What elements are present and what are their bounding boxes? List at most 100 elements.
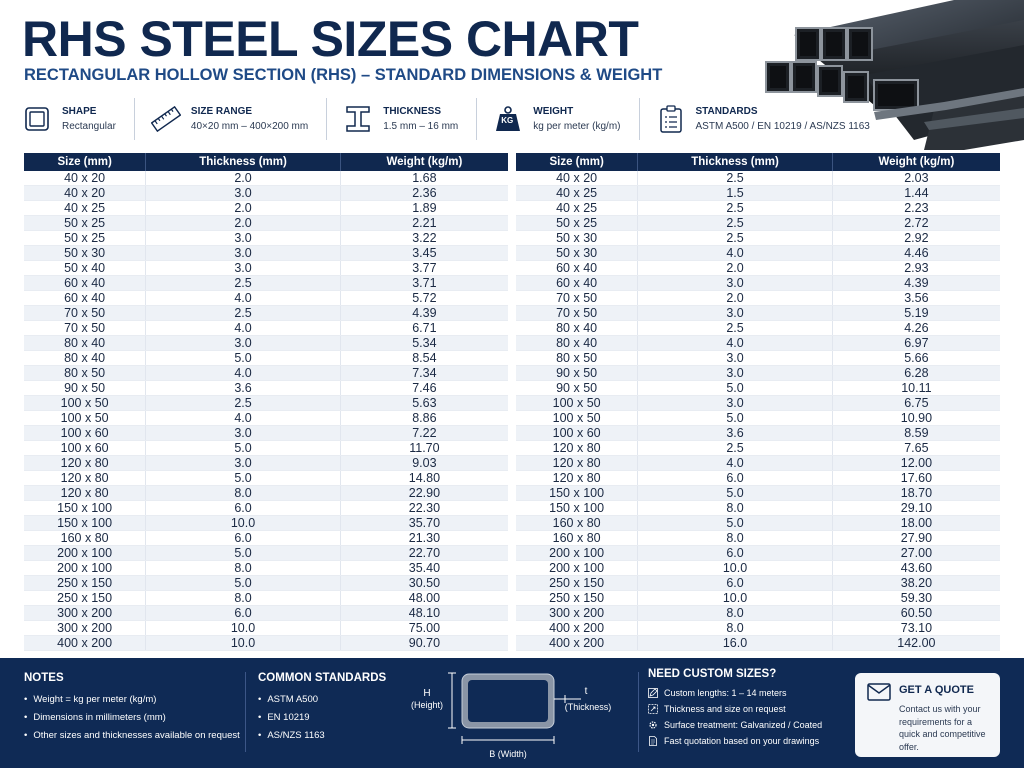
note-item: Other sizes and thicknesses available on…: [24, 730, 239, 741]
column-header-size: Size (mm): [516, 153, 639, 171]
custom-title: NEED CUSTOM SIZES?: [648, 668, 777, 680]
cell-weight: 5.72: [340, 290, 508, 307]
cell-size: 150 x 100: [516, 485, 639, 502]
cell-size: 120 x 80: [516, 440, 639, 457]
cell-size: 100 x 60: [516, 425, 639, 442]
cell-thickness: 2.0: [637, 260, 833, 277]
table-row: 250 x 150 10.0 59.30: [516, 590, 1000, 607]
cell-size: 100 x 50: [24, 410, 147, 427]
custom-item: Custom lengths: 1 – 14 meters: [648, 688, 848, 698]
cell-thickness: 4.0: [637, 335, 833, 352]
cell-size: 90 x 50: [516, 365, 639, 382]
diagram-h-sub: (Height): [411, 700, 443, 710]
table-row: 100 x 60 3.0 7.22: [24, 425, 508, 442]
cell-weight: 3.45: [340, 245, 508, 262]
cell-weight: 75.00: [340, 620, 508, 637]
cell-thickness: 5.0: [145, 545, 341, 562]
cell-thickness: 2.0: [145, 215, 341, 232]
common-standards-section: COMMON STANDARDS ASTM A500 EN 10219 AS/N…: [258, 672, 398, 748]
cell-weight: 60.50: [832, 605, 1000, 622]
cell-thickness: 8.0: [637, 605, 833, 622]
table-row: 50 x 30 2.5 2.92: [516, 230, 1000, 247]
cell-size: 70 x 50: [516, 305, 639, 322]
table-row: 400 x 200 8.0 73.10: [516, 620, 1000, 637]
custom-item-text: Custom lengths: 1 – 14 meters: [664, 688, 787, 698]
column-header-size: Size (mm): [24, 153, 147, 171]
cell-weight: 22.30: [340, 500, 508, 517]
table-row: 250 x 150 5.0 30.50: [24, 575, 508, 592]
cell-size: 150 x 100: [516, 500, 639, 517]
cell-weight: 9.03: [340, 455, 508, 472]
cell-weight: 6.97: [832, 335, 1000, 352]
cell-thickness: 2.5: [637, 320, 833, 337]
cell-size: 50 x 30: [24, 245, 147, 262]
cell-thickness: 5.0: [637, 410, 833, 427]
cell-thickness: 6.0: [637, 575, 833, 592]
cell-size: 150 x 100: [24, 500, 147, 517]
cell-thickness: 3.6: [145, 380, 341, 397]
table-row: 90 x 50 5.0 10.11: [516, 380, 1000, 397]
table-row: 40 x 20 2.0 1.68: [24, 171, 508, 187]
cell-weight: 3.22: [340, 230, 508, 247]
table-row: 150 x 100 6.0 22.30: [24, 500, 508, 517]
cell-size: 400 x 200: [516, 635, 639, 652]
cell-weight: 6.71: [340, 320, 508, 337]
cell-thickness: 4.0: [637, 455, 833, 472]
cell-thickness: 3.0: [637, 350, 833, 367]
page-title: RHS STEEL SIZES CHART: [22, 11, 639, 67]
table-row: 70 x 50 4.0 6.71: [24, 320, 508, 337]
cell-weight: 6.28: [832, 365, 1000, 382]
cell-thickness: 5.0: [637, 515, 833, 532]
info-standards-value: ASTM A500 / EN 10219 / AS/NZS 1163: [695, 121, 870, 132]
cell-thickness: 10.0: [637, 590, 833, 607]
document-icon: [648, 736, 658, 746]
table-row: 400 x 200 10.0 90.70: [24, 635, 508, 652]
table-row: 120 x 80 8.0 22.90: [24, 485, 508, 502]
cell-size: 250 x 150: [24, 575, 147, 592]
cell-size: 400 x 200: [516, 620, 639, 637]
cell-thickness: 4.0: [145, 290, 341, 307]
quote-title[interactable]: GET A QUOTE: [899, 684, 974, 696]
cell-weight: 3.71: [340, 275, 508, 292]
rhs-section-diagram: H (Height) t (Thickness) B (Width): [411, 672, 611, 759]
cell-weight: 7.34: [340, 365, 508, 382]
cell-size: 50 x 30: [516, 245, 639, 262]
table-row: 80 x 50 3.0 5.66: [516, 350, 1000, 367]
table-row: 250 x 150 6.0 38.20: [516, 575, 1000, 592]
cell-weight: 27.00: [832, 545, 1000, 562]
get-a-quote-card[interactable]: GET A QUOTE Contact us with your require…: [855, 673, 1000, 757]
cell-thickness: 2.5: [145, 275, 341, 292]
cell-size: 70 x 50: [24, 305, 147, 322]
info-weight: KG WEIGHT kg per meter (kg/m): [493, 98, 640, 140]
cell-weight: 2.36: [340, 185, 508, 202]
info-size-range-value: 40×20 mm – 400×200 mm: [190, 121, 309, 132]
cell-size: 80 x 50: [24, 365, 147, 382]
cell-thickness: 10.0: [145, 515, 341, 532]
cell-size: 120 x 80: [516, 455, 639, 472]
table-row: 50 x 25 2.0 2.21: [24, 215, 508, 232]
info-thickness-label: THICKNESS: [383, 106, 442, 117]
cell-thickness: 8.0: [145, 560, 341, 577]
cell-weight: 6.75: [832, 395, 1000, 412]
cell-size: 70 x 50: [516, 290, 639, 307]
weight-icon-text: KG: [501, 116, 514, 125]
cell-size: 250 x 150: [516, 590, 639, 607]
cell-weight: 90.70: [340, 635, 508, 652]
cell-weight: 35.70: [340, 515, 508, 532]
cell-size: 80 x 40: [24, 350, 147, 367]
table-row: 100 x 50 4.0 8.86: [24, 410, 508, 427]
cell-size: 100 x 50: [516, 410, 639, 427]
standard-item: AS/NZS 1163: [258, 730, 398, 741]
cell-thickness: 5.0: [637, 485, 833, 502]
table-row: 80 x 40 4.0 6.97: [516, 335, 1000, 352]
cell-size: 40 x 25: [24, 200, 147, 217]
table-row: 60 x 40 3.0 4.39: [516, 275, 1000, 292]
table-row: 50 x 30 4.0 4.46: [516, 245, 1000, 262]
pencil-icon: [648, 688, 658, 698]
custom-item: Thickness and size on request: [648, 704, 848, 714]
cell-thickness: 3.0: [145, 230, 341, 247]
cell-thickness: 5.0: [637, 380, 833, 397]
cell-weight: 21.30: [340, 530, 508, 547]
cell-weight: 10.11: [832, 380, 1000, 397]
info-shape-label: SHAPE: [62, 106, 97, 117]
